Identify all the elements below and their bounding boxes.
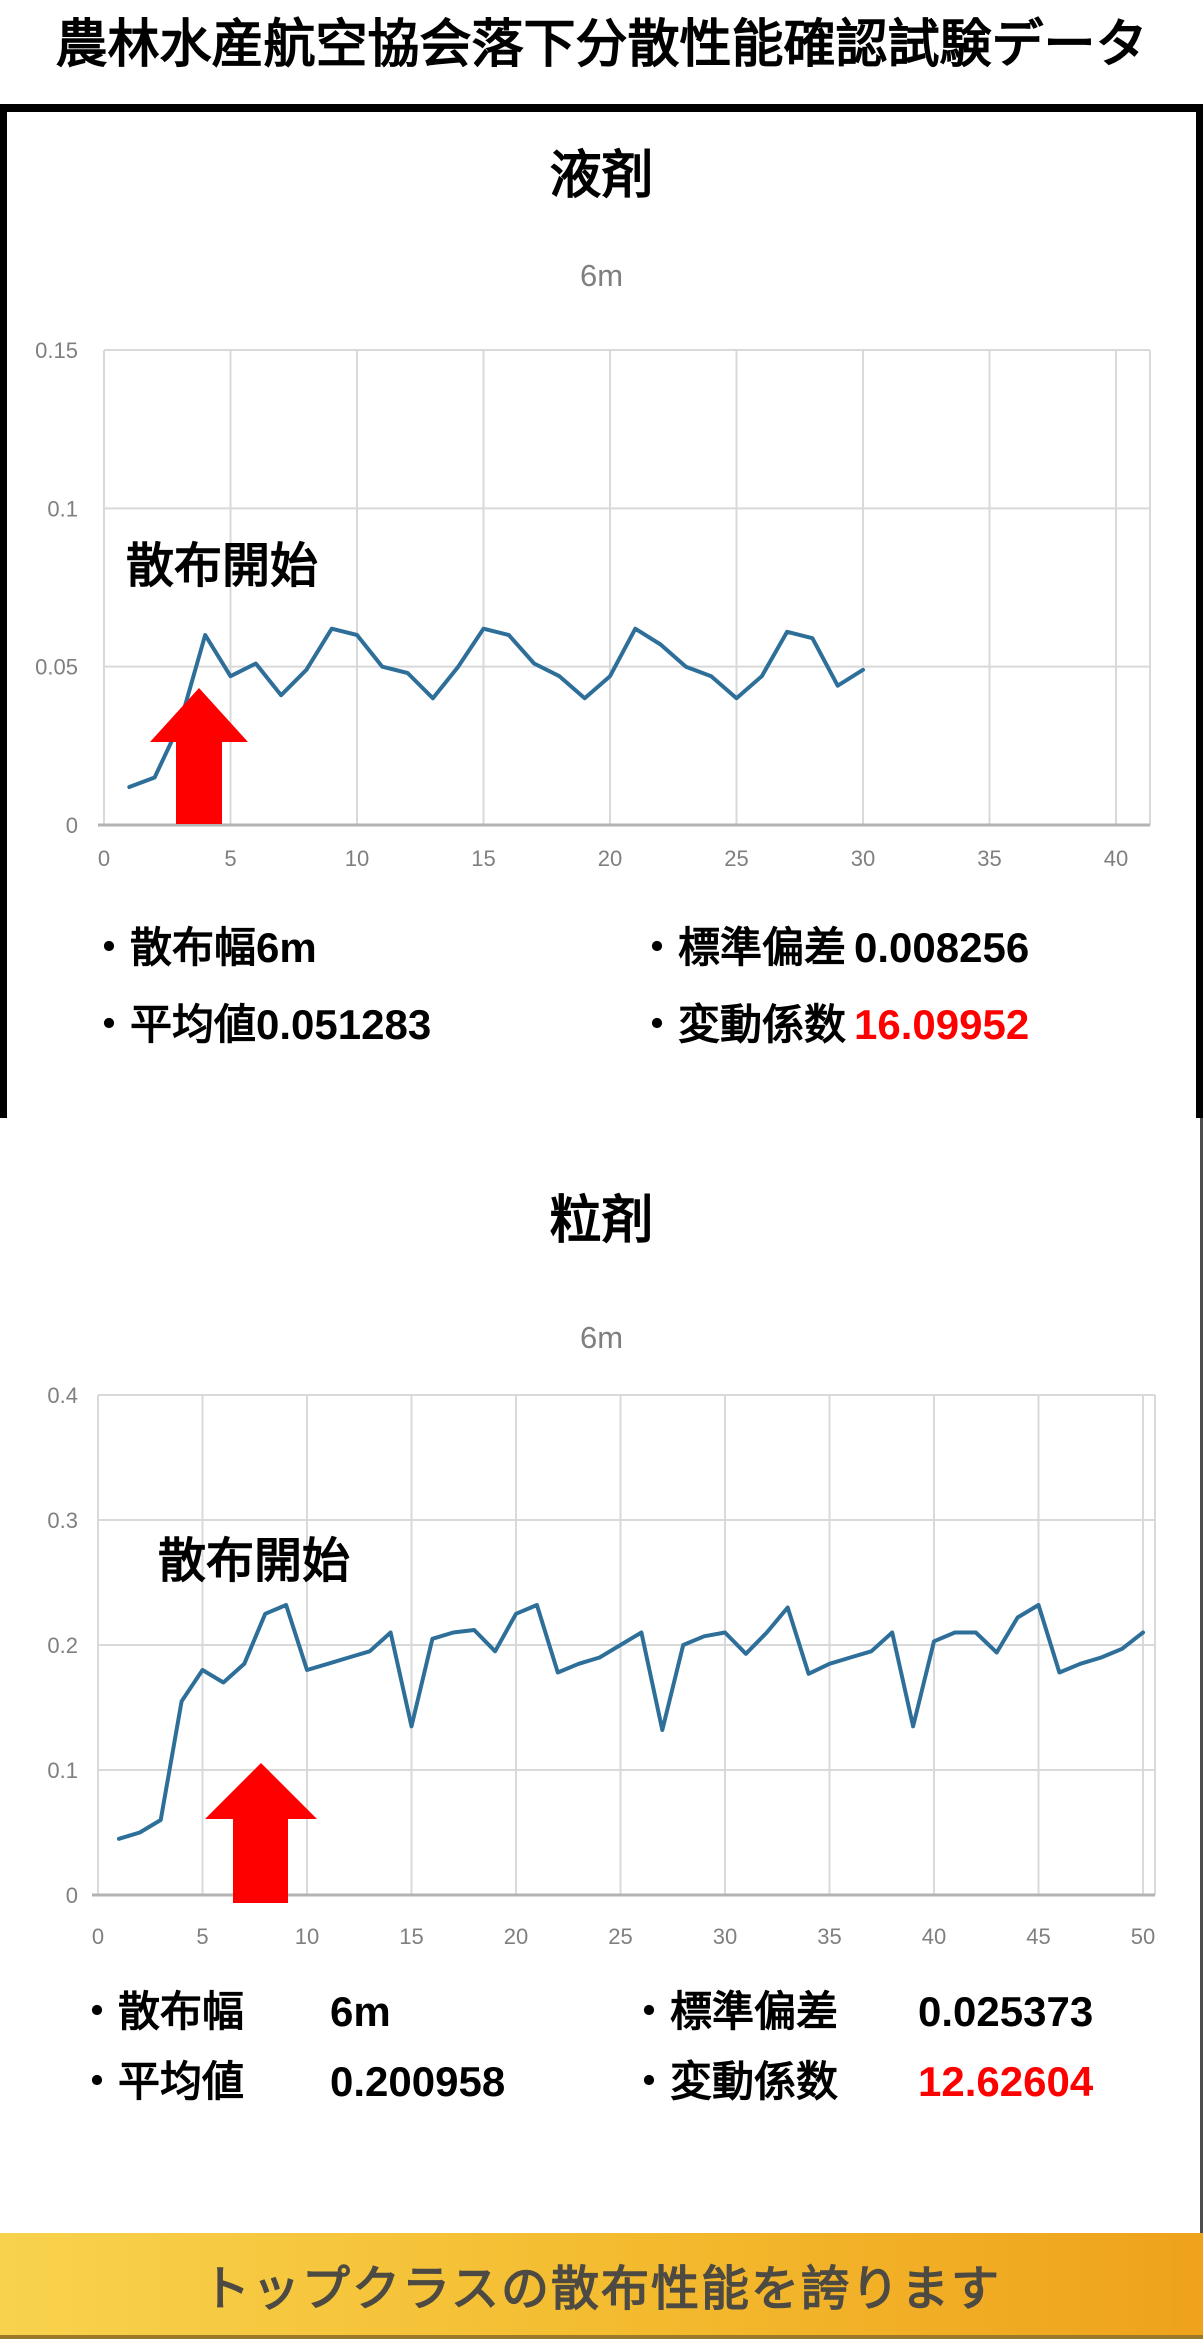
y-tick-label: 0.1: [47, 496, 78, 521]
spray-start-arrow-icon: [205, 1763, 317, 1903]
x-tick-label: 5: [196, 1924, 208, 1949]
x-tick-label: 20: [504, 1924, 528, 1949]
liquid-stats-row-1: ・散布幅 6m ・標準偏差 0.008256: [88, 924, 1029, 972]
spray-width-label: ・散布幅: [76, 1988, 245, 2035]
x-tick-label: 5: [224, 846, 236, 871]
granule-stats-row-2: ・平均値 0.200958 ・変動係数 12.62604: [76, 2058, 1093, 2106]
cv-label: ・変動係数: [636, 1001, 847, 1048]
x-tick-label: 10: [295, 1924, 319, 1949]
x-tick-label: 25: [608, 1924, 632, 1949]
liquid-stats-row-2: ・平均値 0.051283 ・変動係数 16.09952: [88, 1001, 1029, 1049]
spray-start-arrow-icon: [150, 688, 248, 824]
liquid-spray-start-annotation: 散布開始: [126, 540, 319, 593]
y-tick-label: 0.15: [35, 338, 78, 363]
liquid-section-heading: 液剤: [549, 147, 654, 205]
granule-spray-start-annotation: 散布開始: [158, 1535, 351, 1588]
x-tick-label: 40: [1104, 846, 1128, 871]
x-tick-label: 15: [399, 1924, 423, 1949]
x-tick-label: 30: [851, 846, 875, 871]
title-divider: [0, 104, 1203, 112]
x-tick-label: 40: [922, 1924, 946, 1949]
spray-width-value: 6m: [330, 1988, 391, 2035]
y-tick-label: 0.4: [47, 1383, 78, 1408]
series-line: [127, 626, 865, 789]
mean-value: 0.200958: [330, 2058, 506, 2105]
x-tick-label: 35: [817, 1924, 841, 1949]
bottom-banner: トップクラスの散布性能を誇ります: [0, 2233, 1203, 2339]
granule-chart-subtitle: 6m: [579, 1320, 624, 1355]
granule-section-heading: 粒剤: [549, 1192, 654, 1250]
y-tick-label: 0.1: [47, 1758, 78, 1783]
mean-label: ・平均値: [88, 1001, 257, 1048]
x-tick-label: 0: [98, 846, 110, 871]
y-tick-label: 0: [66, 1883, 78, 1908]
x-tick-label: 50: [1131, 1924, 1155, 1949]
series-line: [116, 1603, 1145, 1841]
cv-value: 16.09952: [854, 1001, 1030, 1048]
x-tick-label: 20: [598, 846, 622, 871]
std-dev-label: ・標準偏差: [628, 1988, 839, 2035]
spray-width-value: 6m: [256, 924, 317, 971]
std-dev-label: ・標準偏差: [636, 924, 847, 971]
y-tick-label: 0.2: [47, 1633, 78, 1658]
std-dev-value: 0.008256: [854, 924, 1030, 971]
mean-label: ・平均値: [76, 2058, 245, 2105]
section2-right-border: [1200, 1118, 1203, 2233]
x-tick-label: 0: [92, 1924, 104, 1949]
granule-stats-row-1: ・散布幅 6m ・標準偏差 0.025373: [76, 1988, 1093, 2036]
cv-value: 12.62604: [918, 2058, 1094, 2105]
x-tick-label: 35: [977, 846, 1001, 871]
y-tick-label: 0: [66, 813, 78, 838]
mean-value: 0.051283: [256, 1001, 432, 1048]
std-dev-value: 0.025373: [918, 1988, 1094, 2035]
spray-width-label: ・散布幅: [88, 924, 257, 971]
y-tick-label: 0.05: [35, 655, 78, 680]
section1-left-border: [0, 112, 7, 1118]
page-title: 農林水産航空協会落下分散性能確認試験データ: [55, 16, 1148, 74]
x-tick-label: 45: [1026, 1924, 1050, 1949]
x-tick-label: 10: [345, 846, 369, 871]
banner-text: トップクラスの散布性能を誇ります: [201, 2263, 1002, 2316]
x-tick-label: 30: [713, 1924, 737, 1949]
x-tick-label: 15: [471, 846, 495, 871]
cv-label: ・変動係数: [628, 2058, 839, 2105]
x-tick-label: 25: [724, 846, 748, 871]
liquid-chart-subtitle: 6m: [579, 258, 624, 293]
section1-right-border: [1196, 112, 1203, 1118]
y-tick-label: 0.3: [47, 1508, 78, 1533]
